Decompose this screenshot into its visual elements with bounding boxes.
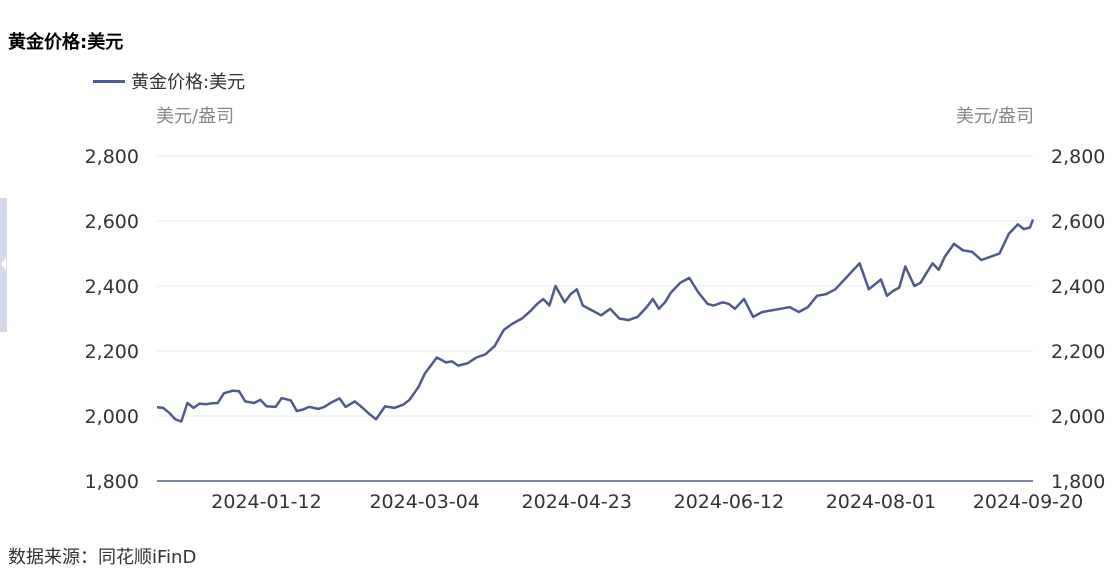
y-tick-label-left: 2,200 xyxy=(85,341,139,363)
x-tick-label: 2024-08-01 xyxy=(826,491,936,513)
y-tick-label-right: 2,000 xyxy=(1051,406,1105,428)
y-tick-labels-right: 1,800 2,000 2,200 2,400 2,600 2,800 xyxy=(1051,146,1105,493)
legend[interactable]: 黄金价格:美元 xyxy=(93,68,245,94)
y-tick-label-right: 1,800 xyxy=(1051,471,1105,493)
y-tick-label-left: 1,800 xyxy=(85,471,139,493)
x-tick-label: 2024-03-04 xyxy=(369,491,479,513)
y-tick-label-left: 2,600 xyxy=(85,211,139,233)
x-tick-label: 2024-06-12 xyxy=(674,491,784,513)
series-line-gold-price xyxy=(156,218,1035,423)
x-tick-label: 2024-04-23 xyxy=(522,491,632,513)
y-tick-label-left: 2,800 xyxy=(85,146,139,168)
y-axis-unit-left: 美元/盎司 xyxy=(156,106,235,127)
x-tick-labels: 2024-01-12 2024-03-04 2024-04-23 2024-06-12… xyxy=(211,491,1083,513)
y-axis-unit-right: 美元/盎司 xyxy=(955,106,1034,127)
y-tick-labels-left: 1,800 2,000 2,200 2,400 2,600 2,800 xyxy=(85,146,139,493)
y-tick-label-right: 2,800 xyxy=(1051,146,1105,168)
legend-swatch xyxy=(93,79,125,83)
y-tick-label-right: 2,400 xyxy=(1051,276,1105,298)
side-collapse-tab[interactable] xyxy=(0,198,7,332)
y-tick-label-right: 2,600 xyxy=(1051,211,1105,233)
x-tick-label: 2024-09-20 xyxy=(973,491,1083,513)
chart-title: 黄金价格:美元 xyxy=(8,32,124,53)
y-tick-label-right: 2,200 xyxy=(1051,341,1105,363)
grid-lines xyxy=(157,155,1033,417)
x-tick-label: 2024-01-12 xyxy=(211,491,321,513)
data-source: 数据来源：同花顺iFinD xyxy=(8,547,197,568)
legend-label: 黄金价格:美元 xyxy=(131,72,246,93)
y-tick-label-left: 2,400 xyxy=(85,276,139,298)
y-tick-label-left: 2,000 xyxy=(85,406,139,428)
